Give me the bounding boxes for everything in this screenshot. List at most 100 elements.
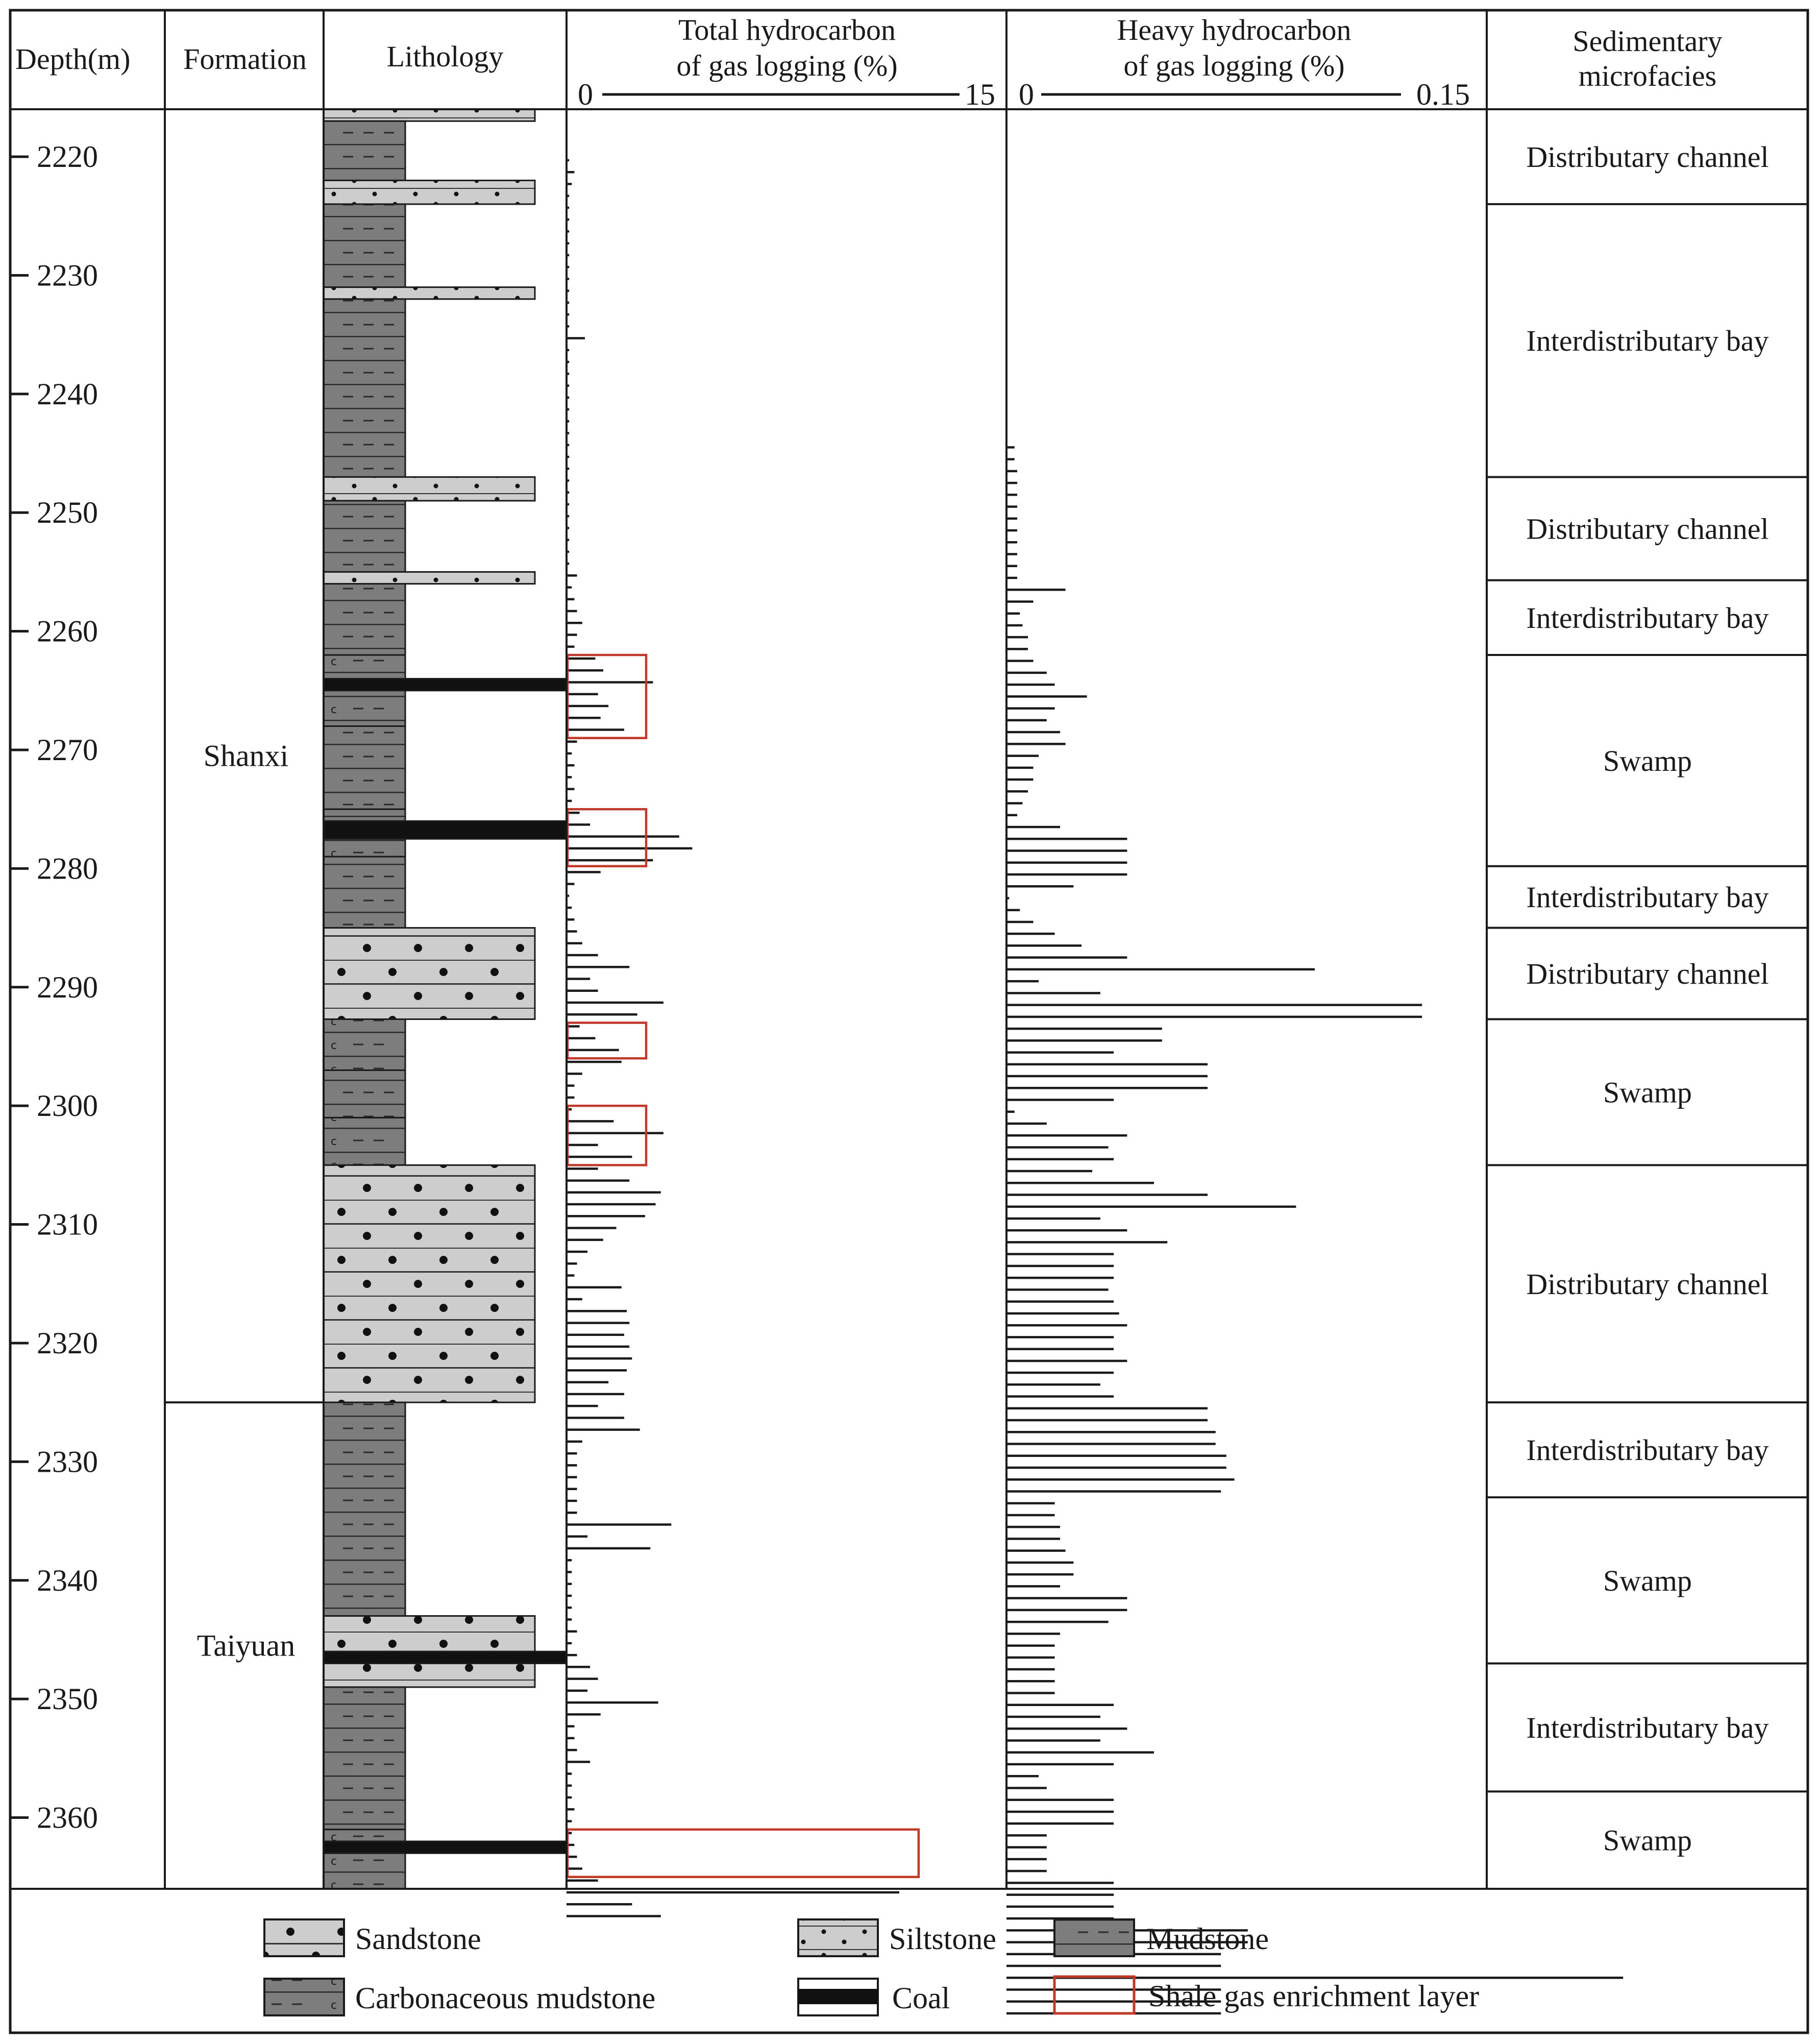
header-thc-line2: of gas logging (%) bbox=[676, 49, 897, 82]
enrichment-layers bbox=[566, 653, 920, 1879]
depth-tick-label: 2360 bbox=[37, 1801, 98, 1835]
formation-label-taiyuan: Taiyuan bbox=[197, 1629, 295, 1663]
lithology-bed-sandstone bbox=[323, 1615, 536, 1652]
lithology-bed-carbonaceous bbox=[323, 1018, 406, 1071]
legend-label-carbonaceous: Carbonaceous mudstone bbox=[355, 1981, 655, 2015]
lithology-bed-carbonaceous bbox=[323, 1116, 406, 1166]
lithology-bed-sandstone bbox=[323, 1164, 536, 1403]
legend-item-carbonaceous-mudstone: Carbonaceous mudstone bbox=[263, 1978, 655, 2016]
depth-tick-label: 2220 bbox=[37, 140, 98, 174]
enrichment-layer-box bbox=[566, 1828, 920, 1879]
facies-label: Interdistributary bay bbox=[1526, 881, 1768, 914]
lithology-column bbox=[323, 108, 568, 1890]
facies-label: Distributary channel bbox=[1526, 957, 1768, 990]
lithology-bed-mudstone bbox=[323, 1401, 406, 1617]
facies-label: Swamp bbox=[1603, 1824, 1692, 1857]
lithology-bed-mudstone bbox=[323, 298, 406, 478]
lithology-bed-mudstone bbox=[323, 725, 406, 810]
header-thc-line1: Total hydrocarbon bbox=[678, 13, 896, 46]
formation-column: Shanxi Taiyuan bbox=[165, 739, 324, 1663]
lithology-bed-siltstone bbox=[323, 571, 536, 585]
heavy-hydrocarbon-track bbox=[1006, 446, 1624, 2015]
legend-label-enrichment: Shale gas enrichment layer bbox=[1148, 1979, 1479, 2013]
lithology-bed-carbonaceous bbox=[323, 1852, 406, 1890]
lithology-bed-coal bbox=[323, 820, 568, 840]
legend: Sandstone Siltstone Mudstone Carbonaceou… bbox=[263, 1918, 1479, 2016]
column-headers: Depth(m) Formation Lithology Total hydro… bbox=[15, 13, 1723, 111]
legend-label-mudstone: Mudstone bbox=[1146, 1922, 1269, 1956]
facies-label: Swamp bbox=[1603, 744, 1692, 777]
header-heavy-line2: of gas logging (%) bbox=[1123, 49, 1344, 82]
depth-tick-label: 2310 bbox=[37, 1208, 98, 1242]
depth-tick-label: 2300 bbox=[37, 1089, 98, 1123]
facies-label: Swamp bbox=[1603, 1564, 1692, 1597]
depth-tick-label: 2240 bbox=[37, 377, 98, 411]
legend-label-sandstone: Sandstone bbox=[355, 1922, 481, 1956]
header-facies-line1: Sedimentary bbox=[1572, 25, 1722, 58]
legend-swatch-enrichment bbox=[1053, 1975, 1136, 2015]
legend-swatch-carbonaceous bbox=[263, 1978, 345, 2016]
lithology-bed-mudstone bbox=[323, 203, 406, 288]
facies-label: Distributary channel bbox=[1526, 1268, 1768, 1301]
lithology-bed-mudstone bbox=[323, 1686, 406, 1831]
thc-scale-max: 15 bbox=[965, 78, 995, 111]
depth-tick-label: 2230 bbox=[37, 258, 98, 292]
legend-label-siltstone: Siltstone bbox=[889, 1922, 996, 1956]
lithology-bed-carbonaceous bbox=[323, 654, 406, 680]
lithology-bed-mudstone bbox=[323, 120, 406, 181]
depth-axis: 2220 2230 2240 2250 2260 2270 2280 2290 2300 2310… bbox=[10, 140, 98, 1835]
lithology-bed-coal bbox=[323, 1840, 568, 1854]
lithology-bed-coal bbox=[323, 678, 568, 692]
depth-tick-label: 2350 bbox=[37, 1682, 98, 1716]
lithology-bed-mudstone bbox=[323, 583, 406, 656]
header-heavy-line1: Heavy hydrocarbon bbox=[1117, 13, 1351, 46]
lithology-bed-carbonaceous bbox=[323, 1829, 406, 1842]
legend-item-mudstone: Mudstone bbox=[1053, 1918, 1269, 1957]
legend-item-enrichment: Shale gas enrichment layer bbox=[1053, 1975, 1479, 2015]
heavy-scale-min: 0 bbox=[1019, 78, 1034, 111]
facies-label: Interdistributary bay bbox=[1526, 324, 1768, 357]
enrichment-layer-box bbox=[566, 1021, 648, 1060]
depth-tick-label: 2270 bbox=[37, 733, 98, 767]
facies-column: Distributary channel Interdistributary ba… bbox=[1487, 140, 1808, 1857]
facies-label: Interdistributary bay bbox=[1526, 601, 1768, 635]
lithology-bed-sandstone bbox=[323, 927, 536, 1020]
enrichment-layer-box bbox=[566, 808, 648, 867]
lithology-bed-mudstone bbox=[323, 856, 406, 929]
table-frame bbox=[9, 9, 1809, 2034]
lithology-bed-siltstone bbox=[323, 108, 536, 122]
lithology-bed-carbonaceous bbox=[323, 690, 406, 727]
header-lithology: Lithology bbox=[387, 40, 504, 73]
lithology-bed-mudstone bbox=[323, 500, 406, 573]
header-depth: Depth(m) bbox=[15, 42, 131, 76]
header-facies-line2: microfacies bbox=[1579, 59, 1717, 92]
thc-scale-min: 0 bbox=[578, 78, 593, 111]
total-hydrocarbon-track bbox=[567, 159, 899, 1917]
lithology-bed-coal bbox=[323, 1650, 568, 1664]
lithology-bed-mudstone bbox=[323, 1069, 406, 1118]
depth-tick-label: 2260 bbox=[37, 615, 98, 648]
outer-frame bbox=[9, 9, 1809, 2034]
lithology-bed-siltstone bbox=[323, 179, 536, 205]
depth-tick-label: 2330 bbox=[37, 1445, 98, 1478]
depth-tick-label: 2340 bbox=[37, 1564, 98, 1597]
lithology-bed-sandstone bbox=[323, 1662, 536, 1688]
lithology-bed-carbonaceous bbox=[323, 808, 406, 822]
legend-label-coal: Coal bbox=[892, 1981, 950, 2015]
depth-tick-label: 2290 bbox=[37, 970, 98, 1004]
legend-swatch-sandstone bbox=[263, 1918, 345, 1957]
facies-label: Distributary channel bbox=[1526, 513, 1768, 546]
legend-item-coal: Coal bbox=[797, 1978, 950, 2016]
depth-tick-label: 2320 bbox=[37, 1326, 98, 1360]
facies-label: Interdistributary bay bbox=[1526, 1433, 1768, 1467]
header-formation: Formation bbox=[183, 42, 307, 76]
formation-label-shanxi: Shanxi bbox=[204, 739, 289, 773]
heavy-scale-max: 0.15 bbox=[1416, 78, 1470, 111]
depth-tick-label: 2280 bbox=[37, 851, 98, 885]
lithology-bed-carbonaceous bbox=[323, 838, 406, 858]
facies-label: Distributary channel bbox=[1526, 140, 1768, 174]
enrichment-layer-box bbox=[566, 653, 648, 739]
legend-swatch-mudstone bbox=[1053, 1918, 1135, 1957]
legend-item-siltstone: Siltstone bbox=[797, 1918, 996, 1957]
